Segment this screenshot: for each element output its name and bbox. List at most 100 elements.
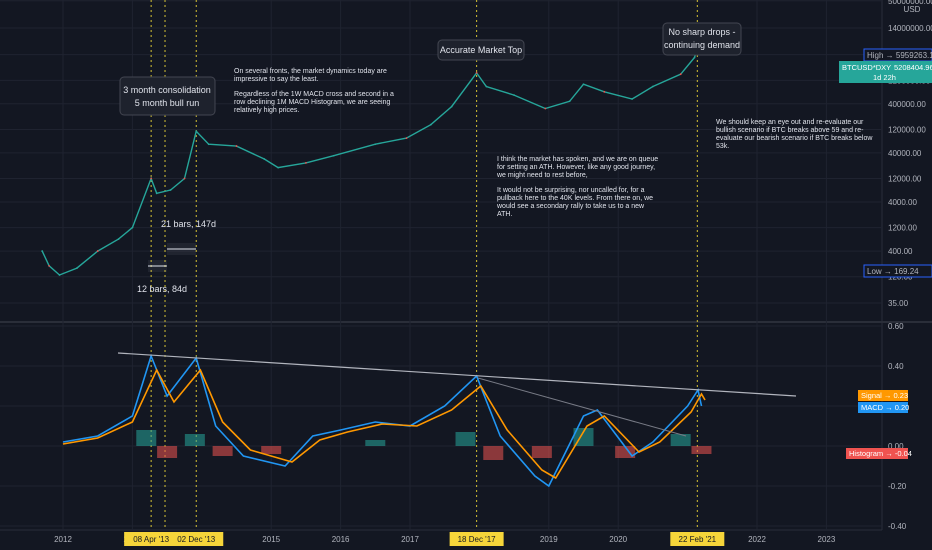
- price-point-25: [544, 107, 547, 110]
- price-point-18: [374, 143, 377, 146]
- price-point-20: [429, 123, 432, 126]
- price-point-16: [305, 161, 307, 164]
- price-point-30: [652, 85, 654, 88]
- macd-value-text: MACD → 0.20: [861, 403, 909, 412]
- price-point-17: [332, 154, 335, 157]
- price-point-21: [450, 105, 453, 108]
- macd-secondary-trendline[interactable]: [477, 377, 687, 437]
- price-point-29: [631, 98, 633, 100]
- note-middle-line4: It would not be surprising, nor uncalled…: [497, 187, 645, 194]
- macd-tick-4: -0.20: [888, 482, 907, 491]
- price-point-13: [235, 145, 238, 147]
- price-point-5: [117, 238, 120, 241]
- range-box-147d: [167, 243, 196, 255]
- time-tick-11: 2022: [748, 535, 766, 544]
- histogram-bar-1: [157, 446, 178, 458]
- time-tick-3: 02 Dec '13: [177, 535, 216, 544]
- macd-tick-0: 0.60: [888, 322, 904, 331]
- price-point-6: [131, 226, 134, 229]
- note-left-line2: impressive to say the least.: [234, 76, 318, 83]
- price-point-23: [485, 85, 488, 88]
- callout-no-sharp-drops-box[interactable]: [662, 22, 742, 56]
- time-tick-12: 2023: [818, 535, 836, 544]
- histogram-bar-6: [455, 432, 476, 446]
- price-tick-9: 4000.00: [888, 198, 917, 207]
- note-left-line5: relatively high prices.: [234, 107, 299, 114]
- callout-market-top-text: Accurate Market Top: [440, 45, 522, 55]
- symbol-name-text: BTCUSD*DXY: [842, 63, 891, 72]
- histogram-bar-0: [136, 430, 157, 446]
- time-tick-7: 18 Dec '17: [458, 535, 497, 544]
- price-point-7: [150, 177, 153, 180]
- note-middle-line2: for setting an ATH. However, like any go…: [497, 164, 655, 171]
- note-middle-line6: would see a secondary rally to take us t…: [496, 203, 645, 210]
- timeframe-countdown-text: 1d 22h: [873, 73, 896, 82]
- note-right-line3: evaluate our bearish scenario if BTC bre…: [716, 135, 873, 142]
- macd-histogram: [136, 428, 712, 460]
- bars-label-84d: 12 bars, 84d: [137, 284, 187, 294]
- price-tick-11: 400.00: [888, 247, 913, 256]
- time-tick-4: 2015: [262, 535, 280, 544]
- histogram-bar-2: [184, 434, 205, 446]
- price-tick-6: 120000.00: [888, 125, 926, 134]
- macd-series-signal[interactable]: [62, 368, 706, 480]
- price-point-31: [679, 73, 682, 76]
- price-point-27: [582, 83, 585, 86]
- price-point-3: [75, 267, 78, 269]
- note-middle: I think the market has spoken, and we ar…: [496, 156, 658, 218]
- high-price-text: High → 5959263.16: [867, 51, 932, 60]
- price-point-24: [513, 94, 515, 97]
- low-price-label[interactable]: [863, 264, 932, 278]
- price-point-10: [183, 177, 186, 180]
- macd-tick-3: 0.00: [888, 442, 904, 451]
- note-left-line1: On several fronts, the market dynamics t…: [234, 68, 387, 75]
- price-tick-8: 12000.00: [888, 175, 922, 184]
- histogram-bar-12: [691, 446, 712, 454]
- histogram-bar-11: [670, 434, 691, 446]
- note-middle-line3: we might need to rest before,: [496, 172, 588, 179]
- histogram-bar-5: [365, 440, 386, 446]
- callout-consolidation-box[interactable]: [119, 76, 216, 116]
- price-point-26: [568, 100, 571, 103]
- low-price-text: Low → 169.24: [867, 267, 919, 276]
- price-tick-5: 400000.00: [888, 100, 926, 109]
- x-highlight-7: [449, 532, 504, 546]
- note-left-line4: row declining 1M MACD Histogram, we are …: [234, 99, 390, 106]
- price-point-0: [41, 250, 44, 252]
- time-tick-6: 2017: [401, 535, 419, 544]
- callout-no-sharp-drops-line1: No sharp drops -: [668, 27, 735, 37]
- note-right: We should keep an eye out and re-evaluat…: [716, 119, 873, 150]
- last-price-text: 5208404.96: [894, 63, 932, 72]
- price-point-15: [277, 166, 280, 169]
- macd-value-label[interactable]: [858, 402, 908, 413]
- x-highlight-2: [124, 532, 179, 546]
- time-tick-9: 2020: [609, 535, 627, 544]
- histogram-bar-8: [531, 446, 552, 458]
- histogram-value-label[interactable]: [846, 448, 908, 459]
- price-point-32: [693, 56, 696, 59]
- bars-label-147d: 21 bars, 147d: [161, 219, 216, 229]
- callout-market-top-box[interactable]: [437, 39, 525, 61]
- macd-lines: [62, 353, 706, 488]
- note-left: On several fronts, the market dynamics t…: [234, 68, 394, 114]
- price-point-22: [475, 72, 478, 74]
- time-tick-10: 22 Feb '21: [679, 535, 717, 544]
- histogram-value-text: Histogram → -0.04: [849, 449, 912, 458]
- histogram-bar-7: [483, 446, 504, 460]
- symbol-price-label[interactable]: [839, 61, 932, 83]
- histogram-bar-3: [212, 446, 233, 456]
- time-tick-2: 08 Apr '13: [133, 535, 169, 544]
- macd-resistance-trendline[interactable]: [117, 352, 797, 397]
- price-point-9: [169, 189, 172, 191]
- note-left-line3: Regardless of the 1W MACD cross and seco…: [234, 91, 394, 98]
- time-tick-8: 2019: [540, 535, 558, 544]
- x-highlight-10: [670, 532, 725, 546]
- price-tick-10: 1200.00: [888, 224, 917, 233]
- price-tick-7: 40000.00: [888, 149, 922, 158]
- time-tick-5: 2016: [332, 535, 350, 544]
- callout-consolidation-line2: 5 month bull run: [135, 98, 200, 108]
- signal-value-label[interactable]: [858, 390, 908, 401]
- price-point-1: [48, 264, 51, 267]
- price-point-4: [96, 250, 99, 252]
